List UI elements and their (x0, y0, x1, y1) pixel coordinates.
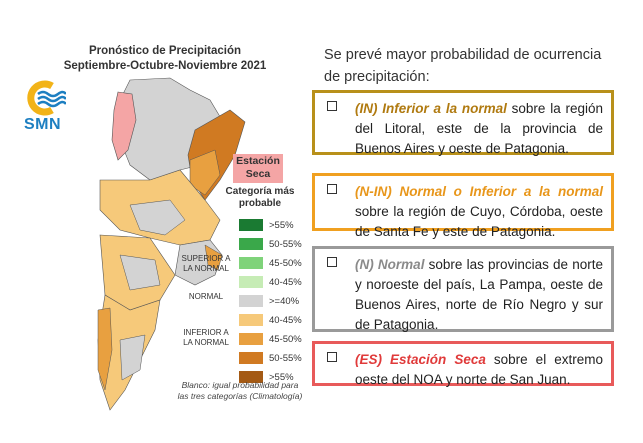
legend-item: 40-45% (239, 275, 319, 290)
category-description: sobre la región del Litoral, este de la … (355, 101, 603, 156)
legend-group-inferior: INFERIOR A LA NORMAL (176, 328, 236, 348)
dry-season-label: Estación Seca (233, 154, 283, 183)
legend-group-normal: NORMAL (188, 292, 224, 301)
legend-title-line1: Categoría más (225, 186, 295, 197)
legend-swatch (239, 371, 263, 383)
category-key: (N) Normal (355, 257, 425, 272)
region-dry-season (111, 91, 137, 161)
checkbox-bullet-icon (327, 184, 337, 194)
region-patagonia-west (97, 307, 113, 391)
region-buenos-aires-east (204, 244, 223, 271)
legend-label: 45-50% (269, 258, 302, 269)
climatology-note: Blanco: igual probabilidad para las tres… (170, 380, 310, 402)
legend-item: 50-55% (239, 351, 319, 366)
category-key: (N-IN) Normal o Inferior a la normal (355, 184, 603, 199)
smn-logo: SMN (22, 78, 74, 136)
region-patagonia-south-gray (119, 334, 146, 381)
category-description: sobre las provincias de norte y noroeste… (355, 257, 603, 332)
legend-label: 40-45% (269, 277, 302, 288)
region-central-gray (129, 199, 186, 236)
legend-swatch (239, 295, 263, 307)
legend-swatch (239, 276, 263, 288)
legend-label: 50-55% (269, 353, 302, 364)
dry-season-label-line1: Estación (236, 155, 280, 167)
legend-item: >55% (239, 218, 319, 233)
smn-logo-text: SMN (24, 116, 62, 133)
category-box: (ES) Estación Seca sobre el extremo oest… (312, 341, 614, 387)
category-box: (N) Normal sobre las provincias de norte… (312, 246, 614, 332)
legend-label: >=40% (269, 296, 300, 307)
legend-swatch (239, 238, 263, 250)
climatology-note-line2: las tres categorías (Climatología) (177, 391, 303, 401)
legend-title: Categoría más probable (224, 186, 296, 210)
legend-item: >55% (239, 370, 319, 385)
legend-swatch (239, 257, 263, 269)
legend-label: >55% (269, 372, 294, 383)
checkbox-bullet-icon (327, 101, 337, 111)
legend-swatch (239, 352, 263, 364)
dry-season-label-line2: Seca (245, 168, 271, 180)
legend-item: 50-55% (239, 237, 319, 252)
region-patagonia-north-gray (119, 254, 161, 291)
legend-swatch (239, 333, 263, 345)
category-key: (IN) Inferior a la normal (355, 101, 507, 116)
category-description: sobre el extremo oeste del NOA y norte d… (355, 352, 603, 387)
map-title: Pronóstico de Precipitación Septiembre-O… (40, 44, 290, 74)
legend-label: >55% (269, 220, 294, 231)
legend-group-inferior-line2: LA NORMAL (183, 338, 229, 347)
legend-item: 40-45% (239, 313, 319, 328)
legend-swatch (239, 219, 263, 231)
climatology-note-line1: Blanco: igual probabilidad para (181, 380, 299, 390)
category-box: (N-IN) Normal o Inferior a la normal sob… (312, 173, 614, 239)
smn-logo-icon (27, 80, 67, 116)
legend-label: 45-50% (269, 334, 302, 345)
legend-item: 45-50% (239, 332, 319, 347)
legend-group-superior-line1: SUPERIOR A (181, 254, 231, 263)
category-description: sobre la región de Cuyo, Córdoba, oeste … (355, 204, 603, 239)
argentina-precipitation-map (97, 77, 246, 411)
map-title-line2: Septiembre-Octubre-Noviembre 2021 (63, 60, 267, 72)
map-title-line1: Pronóstico de Precipitación (88, 45, 242, 57)
intro-text: Se prevé mayor probabilidad de ocurrenci… (324, 47, 602, 85)
checkbox-bullet-icon (327, 352, 337, 362)
legend-item: >=40% (239, 294, 319, 309)
legend-group-superior: SUPERIOR A LA NORMAL (176, 254, 236, 274)
legend-title-line2: probable (238, 198, 282, 209)
legend-label: 40-45% (269, 315, 302, 326)
legend-group-superior-line2: LA NORMAL (183, 264, 229, 273)
region-litoral-inner (189, 149, 221, 196)
legend-group-inferior-line1: INFERIOR A (183, 328, 229, 337)
legend-swatch (239, 314, 263, 326)
category-box: (IN) Inferior a la normal sobre la regió… (312, 90, 614, 156)
legend-label: 50-55% (269, 239, 302, 250)
category-key: (ES) Estación Seca (355, 352, 486, 367)
legend-item: 45-50% (239, 256, 319, 271)
checkbox-bullet-icon (327, 257, 337, 267)
